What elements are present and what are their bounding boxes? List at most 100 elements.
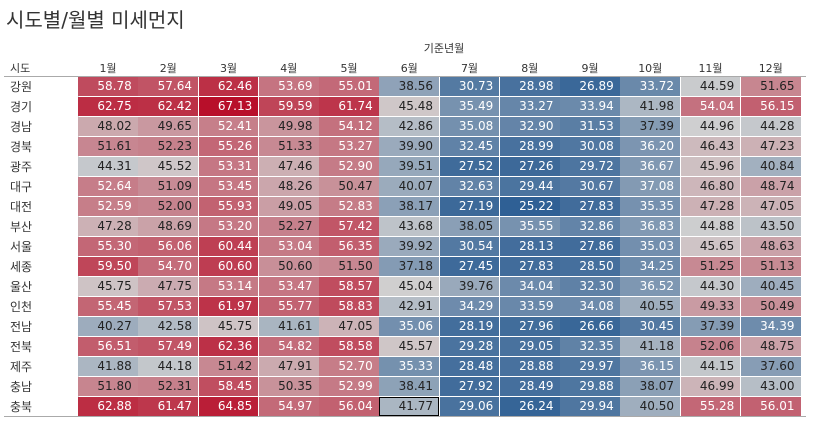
heatmap-cell[interactable]: 38.41 [379, 377, 439, 396]
heatmap-cell[interactable]: 50.35 [258, 377, 319, 396]
heatmap-cell[interactable]: 34.04 [499, 277, 560, 296]
heatmap-cell[interactable]: 57.42 [319, 217, 379, 236]
heatmap-cell[interactable]: 47.28 [680, 197, 741, 216]
heatmap-cell[interactable]: 60.44 [198, 237, 259, 256]
heatmap-cell[interactable]: 32.35 [560, 337, 620, 356]
heatmap-cell[interactable]: 29.28 [439, 337, 500, 356]
heatmap-cell[interactable]: 42.86 [379, 117, 439, 136]
heatmap-cell[interactable]: 49.98 [258, 117, 319, 136]
heatmap-cell[interactable]: 39.90 [379, 137, 439, 156]
heatmap-cell[interactable]: 51.25 [680, 257, 741, 276]
heatmap-cell[interactable]: 59.59 [258, 97, 319, 116]
heatmap-cell[interactable]: 38.17 [379, 197, 439, 216]
heatmap-cell[interactable]: 48.69 [138, 217, 198, 236]
heatmap-cell[interactable]: 32.86 [560, 217, 620, 236]
heatmap-cell[interactable]: 45.65 [680, 237, 741, 256]
heatmap-cell[interactable]: 49.05 [258, 197, 319, 216]
heatmap-cell[interactable]: 37.18 [379, 257, 439, 276]
heatmap-cell[interactable]: 32.30 [560, 277, 620, 296]
heatmap-cell[interactable]: 48.63 [740, 237, 801, 256]
heatmap-cell[interactable]: 39.92 [379, 237, 439, 256]
heatmap-cell[interactable]: 53.14 [198, 277, 259, 296]
heatmap-cell[interactable]: 58.78 [78, 77, 138, 96]
heatmap-cell[interactable]: 52.06 [680, 337, 741, 356]
heatmap-cell[interactable]: 33.27 [499, 97, 560, 116]
heatmap-cell[interactable]: 36.15 [620, 357, 680, 376]
heatmap-cell[interactable]: 54.82 [258, 337, 319, 356]
heatmap-cell[interactable]: 55.01 [319, 77, 379, 96]
heatmap-cell[interactable]: 34.25 [620, 257, 680, 276]
heatmap-cell[interactable]: 64.85 [198, 397, 259, 416]
heatmap-cell[interactable]: 54.12 [319, 117, 379, 136]
heatmap-cell[interactable]: 55.26 [198, 137, 259, 156]
heatmap-cell[interactable]: 32.45 [439, 137, 500, 156]
heatmap-cell[interactable]: 57.64 [138, 77, 198, 96]
heatmap-cell[interactable]: 51.13 [740, 257, 801, 276]
heatmap-cell[interactable]: 62.75 [78, 97, 138, 116]
heatmap-cell[interactable]: 53.45 [198, 177, 259, 196]
heatmap-cell[interactable]: 44.28 [740, 117, 801, 136]
heatmap-cell[interactable]: 57.53 [138, 297, 198, 316]
heatmap-cell[interactable]: 48.26 [258, 177, 319, 196]
heatmap-cell[interactable]: 58.58 [319, 337, 379, 356]
heatmap-cell[interactable]: 52.70 [319, 357, 379, 376]
heatmap-cell[interactable]: 27.19 [439, 197, 500, 216]
heatmap-cell[interactable]: 38.07 [620, 377, 680, 396]
heatmap-cell[interactable]: 38.56 [379, 77, 439, 96]
heatmap-cell[interactable]: 47.23 [740, 137, 801, 156]
heatmap-cell[interactable]: 27.83 [499, 257, 560, 276]
heatmap-cell[interactable]: 44.18 [138, 357, 198, 376]
heatmap-cell[interactable]: 27.83 [560, 197, 620, 216]
heatmap-cell[interactable]: 43.50 [740, 217, 801, 236]
heatmap-cell[interactable]: 50.49 [740, 297, 801, 316]
heatmap-cell[interactable]: 56.35 [319, 237, 379, 256]
heatmap-cell[interactable]: 26.89 [560, 77, 620, 96]
heatmap-cell[interactable]: 55.28 [680, 397, 741, 416]
heatmap-cell[interactable]: 56.01 [740, 397, 801, 416]
heatmap-cell[interactable]: 47.75 [138, 277, 198, 296]
heatmap-cell[interactable]: 37.60 [740, 357, 801, 376]
heatmap-cell[interactable]: 52.90 [319, 157, 379, 176]
heatmap-cell[interactable]: 45.75 [198, 317, 259, 336]
heatmap-cell[interactable]: 56.15 [740, 97, 801, 116]
heatmap-cell[interactable]: 47.91 [258, 357, 319, 376]
heatmap-cell[interactable]: 37.39 [680, 317, 741, 336]
heatmap-cell[interactable]: 46.99 [680, 377, 741, 396]
heatmap-cell[interactable]: 61.47 [138, 397, 198, 416]
heatmap-cell[interactable]: 36.67 [620, 157, 680, 176]
heatmap-cell[interactable]: 44.31 [78, 157, 138, 176]
heatmap-cell[interactable]: 30.67 [560, 177, 620, 196]
heatmap-cell[interactable]: 53.69 [258, 77, 319, 96]
heatmap-cell[interactable]: 56.04 [319, 397, 379, 416]
heatmap-cell[interactable]: 51.09 [138, 177, 198, 196]
heatmap-cell[interactable]: 55.45 [78, 297, 138, 316]
heatmap-cell[interactable]: 29.97 [560, 357, 620, 376]
heatmap-cell[interactable]: 35.55 [499, 217, 560, 236]
heatmap-cell[interactable]: 59.50 [78, 257, 138, 276]
heatmap-cell[interactable]: 47.46 [258, 157, 319, 176]
heatmap-cell[interactable]: 56.51 [78, 337, 138, 356]
heatmap-cell[interactable]: 36.52 [620, 277, 680, 296]
heatmap-cell[interactable]: 44.59 [680, 77, 741, 96]
heatmap-cell[interactable]: 33.94 [560, 97, 620, 116]
heatmap-cell[interactable]: 28.19 [439, 317, 500, 336]
heatmap-cell[interactable]: 32.90 [499, 117, 560, 136]
heatmap-cell[interactable]: 58.83 [319, 297, 379, 316]
heatmap-cell[interactable]: 57.49 [138, 337, 198, 356]
heatmap-cell[interactable]: 43.68 [379, 217, 439, 236]
heatmap-cell[interactable]: 53.20 [198, 217, 259, 236]
heatmap-cell[interactable]: 44.96 [680, 117, 741, 136]
heatmap-cell[interactable]: 35.35 [620, 197, 680, 216]
heatmap-cell[interactable]: 47.28 [78, 217, 138, 236]
heatmap-cell[interactable]: 45.48 [379, 97, 439, 116]
heatmap-cell[interactable]: 27.45 [439, 257, 500, 276]
heatmap-cell[interactable]: 53.04 [258, 237, 319, 256]
heatmap-cell[interactable]: 28.99 [499, 137, 560, 156]
heatmap-cell[interactable]: 34.39 [740, 317, 801, 336]
heatmap-cell[interactable]: 26.24 [499, 397, 560, 416]
heatmap-cell[interactable]: 41.77 [379, 397, 439, 416]
heatmap-cell[interactable]: 42.58 [138, 317, 198, 336]
heatmap-cell[interactable]: 46.80 [680, 177, 741, 196]
heatmap-cell[interactable]: 29.05 [499, 337, 560, 356]
heatmap-cell[interactable]: 40.84 [740, 157, 801, 176]
